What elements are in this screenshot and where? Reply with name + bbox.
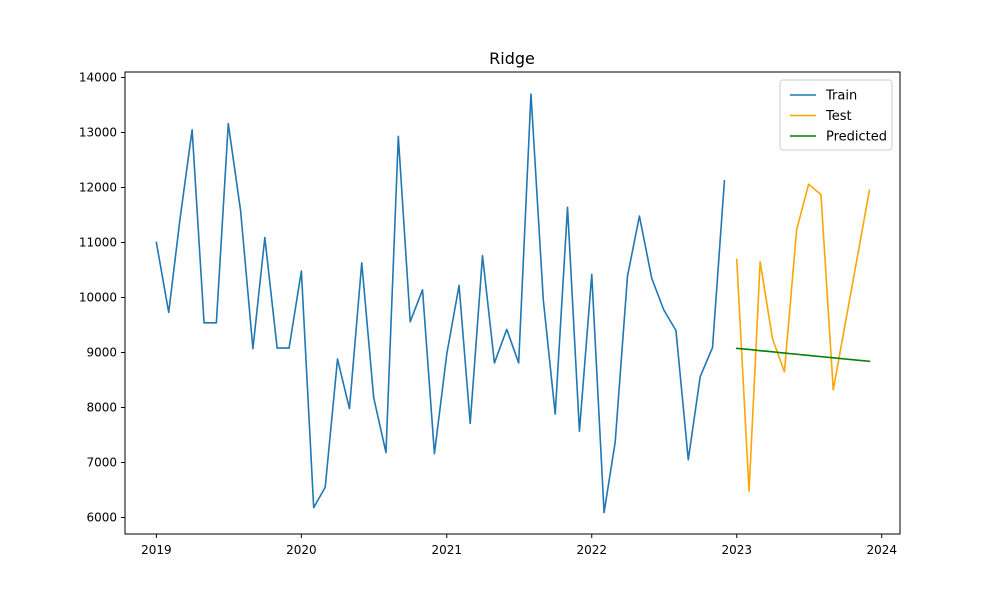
- y-tick-label: 9000: [86, 346, 117, 360]
- x-tick-label: 2020: [286, 543, 317, 557]
- x-tick-label: 2019: [141, 543, 172, 557]
- y-tick-label: 7000: [86, 456, 117, 470]
- legend-box: [779, 79, 893, 151]
- legend: Train Test Predicted: [779, 79, 893, 151]
- y-tick-label: 13000: [79, 126, 117, 140]
- y-tick-label: 6000: [86, 511, 117, 525]
- chart-title: Ridge: [489, 49, 535, 68]
- legend-label-test: Test: [825, 109, 852, 124]
- series-line-train: [155, 93, 726, 514]
- y-tick-label: 8000: [86, 401, 117, 415]
- x-tick-label: 2023: [721, 543, 752, 557]
- y-tick-label: 12000: [79, 181, 117, 195]
- y-tick-label: 11000: [79, 236, 117, 250]
- y-tick-label: 14000: [79, 71, 117, 85]
- plot-area: 2019 2020 2021 2022 2023 2024 6000 7000 8000 900…: [79, 71, 901, 557]
- legend-label-predicted: Predicted: [826, 130, 887, 145]
- x-axis: 2019 2020 2021 2022 2023 2024: [141, 534, 897, 557]
- series-layer: [155, 93, 871, 514]
- x-tick-label: 2021: [431, 543, 462, 557]
- x-tick-label: 2022: [576, 543, 607, 557]
- legend-label-train: Train: [825, 89, 857, 104]
- axes-frame: [124, 71, 901, 535]
- x-tick-label: 2024: [866, 543, 897, 557]
- y-axis: 6000 7000 8000 9000 10000 11000 12000 13000 1400…: [79, 71, 125, 525]
- series-line-predicted: [735, 347, 871, 363]
- series-line-test: [735, 183, 871, 492]
- y-tick-label: 10000: [79, 291, 117, 305]
